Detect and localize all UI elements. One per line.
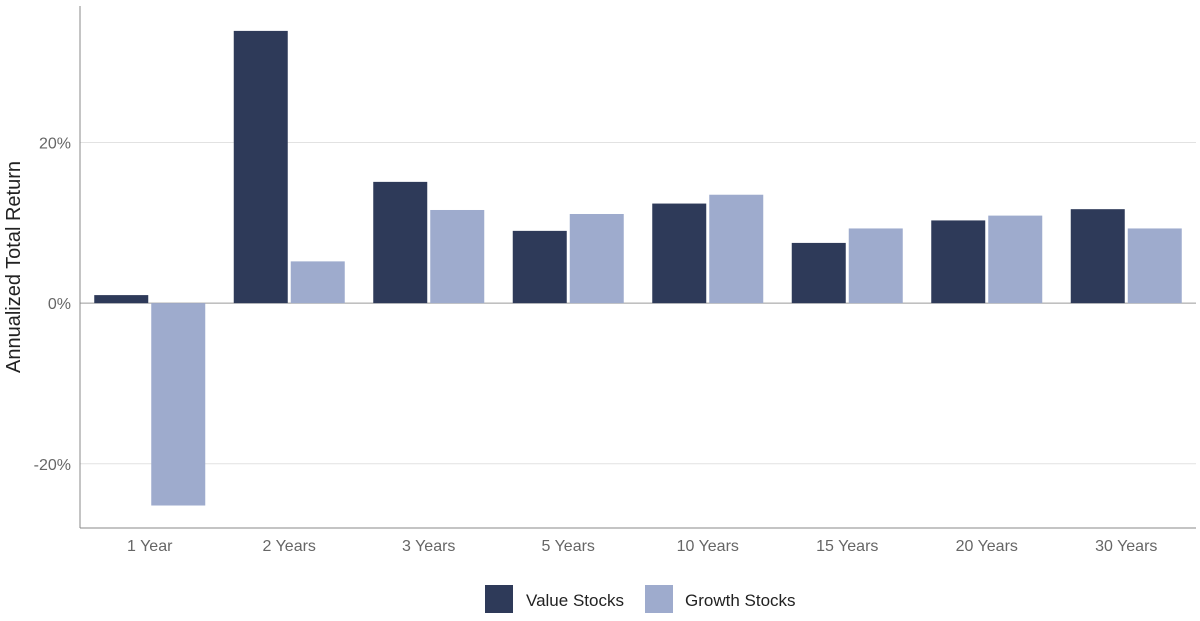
- bars: [94, 30, 1182, 506]
- y-tick-label: -20%: [34, 457, 71, 474]
- x-tick-label: 30 Years: [1095, 538, 1157, 555]
- bar-growth-stocks-5-years: [569, 213, 624, 304]
- bar-value-stocks-3-years: [373, 181, 428, 304]
- legend: Value Stocks Growth Stocks: [485, 585, 796, 613]
- y-axis-label: Annualized Total Return: [3, 161, 25, 373]
- legend-label-growth-stocks: Growth Stocks: [685, 591, 796, 610]
- bar-value-stocks-20-years: [931, 220, 986, 304]
- x-tick-label: 1 Year: [127, 538, 173, 555]
- bar-value-stocks-5-years: [512, 230, 567, 304]
- legend-swatch-value-stocks: [485, 585, 513, 613]
- legend-label-value-stocks: Value Stocks: [526, 591, 624, 610]
- y-tick-label: 0%: [48, 296, 71, 313]
- bar-value-stocks-30-years: [1070, 209, 1125, 304]
- x-tick-label: 20 Years: [956, 538, 1018, 555]
- bar-growth-stocks-3-years: [430, 209, 485, 304]
- bar-growth-stocks-2-years: [290, 261, 345, 304]
- bar-growth-stocks-15-years: [848, 228, 903, 304]
- x-tick-label: 15 Years: [816, 538, 878, 555]
- y-axis-ticks: -20% 0% 20%: [34, 136, 71, 474]
- bar-value-stocks-10-years: [652, 203, 707, 304]
- bar-growth-stocks-10-years: [709, 194, 764, 304]
- x-tick-label: 3 Years: [402, 538, 455, 555]
- x-axis-ticks: 1 Year 2 Years 3 Years 5 Years 10 Years 15 Ye…: [127, 538, 1157, 555]
- bar-growth-stocks-30-years: [1127, 228, 1182, 304]
- legend-swatch-growth-stocks: [645, 585, 673, 613]
- x-tick-label: 5 Years: [542, 538, 595, 555]
- axes: [79, 6, 1196, 529]
- y-tick-label: 20%: [39, 136, 71, 153]
- x-tick-label: 2 Years: [263, 538, 316, 555]
- bar-value-stocks-1-year: [94, 295, 149, 304]
- bar-growth-stocks-20-years: [988, 215, 1043, 304]
- bar-growth-stocks-1-year: [151, 303, 206, 506]
- bar-value-stocks-15-years: [791, 242, 846, 304]
- x-tick-label: 10 Years: [677, 538, 739, 555]
- bar-value-stocks-2-years: [233, 30, 288, 304]
